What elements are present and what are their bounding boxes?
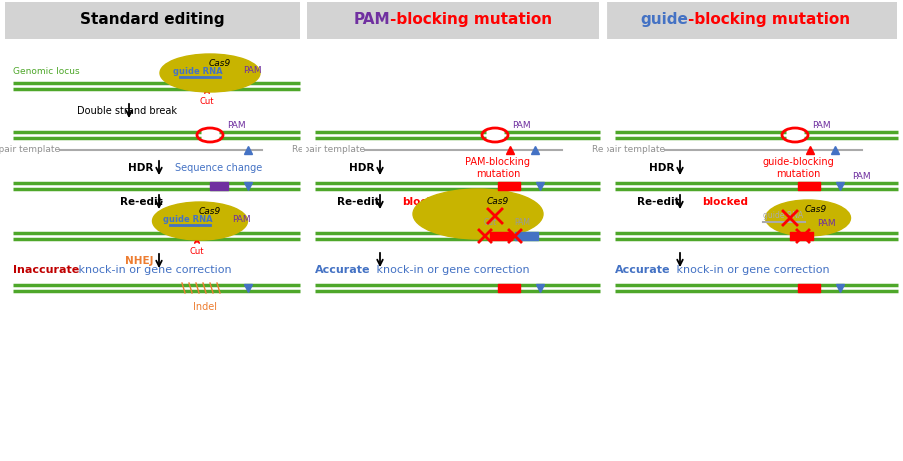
Text: Re-edit: Re-edit xyxy=(119,197,163,207)
FancyBboxPatch shape xyxy=(307,2,599,39)
Text: guide RNA: guide RNA xyxy=(762,212,802,220)
Text: PAM: PAM xyxy=(243,66,261,76)
FancyBboxPatch shape xyxy=(5,2,300,39)
Text: PAM: PAM xyxy=(811,120,830,130)
Text: guide-blocking
mutation: guide-blocking mutation xyxy=(761,157,833,179)
Text: blocked: blocked xyxy=(402,197,448,207)
Text: guide: guide xyxy=(639,12,687,27)
Text: PAM: PAM xyxy=(816,219,834,228)
Ellipse shape xyxy=(765,200,850,236)
Text: Repair template: Repair template xyxy=(292,146,365,154)
Text: PAM: PAM xyxy=(851,172,870,181)
Text: Cas9: Cas9 xyxy=(199,207,221,217)
Text: Cut: Cut xyxy=(190,247,204,256)
Text: NHEJ: NHEJ xyxy=(125,256,154,266)
Text: Cas9: Cas9 xyxy=(804,206,826,214)
Text: -blocking mutation: -blocking mutation xyxy=(389,12,552,27)
Text: HDR: HDR xyxy=(349,163,374,173)
Text: Double strand break: Double strand break xyxy=(77,106,177,116)
Text: Cas9: Cas9 xyxy=(209,59,231,69)
Text: knock-in or gene correction: knock-in or gene correction xyxy=(373,265,529,275)
Text: PAM-blocking
mutation: PAM-blocking mutation xyxy=(465,157,530,179)
Text: Sequence change: Sequence change xyxy=(175,163,263,173)
Text: Inaccurate: Inaccurate xyxy=(13,265,79,275)
Text: knock-in or gene correction: knock-in or gene correction xyxy=(75,265,231,275)
Ellipse shape xyxy=(160,54,260,92)
Text: Repair template: Repair template xyxy=(0,146,60,154)
Text: Indel: Indel xyxy=(192,302,217,312)
Text: Genomic locus: Genomic locus xyxy=(13,67,79,76)
Text: Cas9: Cas9 xyxy=(487,197,508,207)
Text: PAM: PAM xyxy=(353,12,389,27)
Text: PAM: PAM xyxy=(232,214,250,224)
Text: PAM: PAM xyxy=(511,120,530,130)
Text: Standard editing: Standard editing xyxy=(79,12,224,27)
Ellipse shape xyxy=(413,189,543,239)
Text: blocked: blocked xyxy=(702,197,747,207)
Text: Repair template: Repair template xyxy=(591,146,665,154)
Text: HDR: HDR xyxy=(648,163,674,173)
FancyBboxPatch shape xyxy=(606,2,896,39)
Text: -blocking mutation: -blocking mutation xyxy=(687,12,849,27)
Text: HDR: HDR xyxy=(128,163,154,173)
Ellipse shape xyxy=(153,202,247,240)
Text: Cut: Cut xyxy=(483,218,496,227)
Text: knock-in or gene correction: knock-in or gene correction xyxy=(672,265,829,275)
Text: guide RNA: guide RNA xyxy=(163,215,212,225)
Text: guide RNA: guide RNA xyxy=(173,67,222,77)
Text: Re-edit: Re-edit xyxy=(336,197,379,207)
Text: Accurate: Accurate xyxy=(314,265,370,275)
Text: Re-edit: Re-edit xyxy=(636,197,678,207)
Text: PAM: PAM xyxy=(514,218,529,227)
Text: PAM: PAM xyxy=(227,120,246,130)
Text: Accurate: Accurate xyxy=(614,265,670,275)
Text: Cut: Cut xyxy=(200,97,214,106)
